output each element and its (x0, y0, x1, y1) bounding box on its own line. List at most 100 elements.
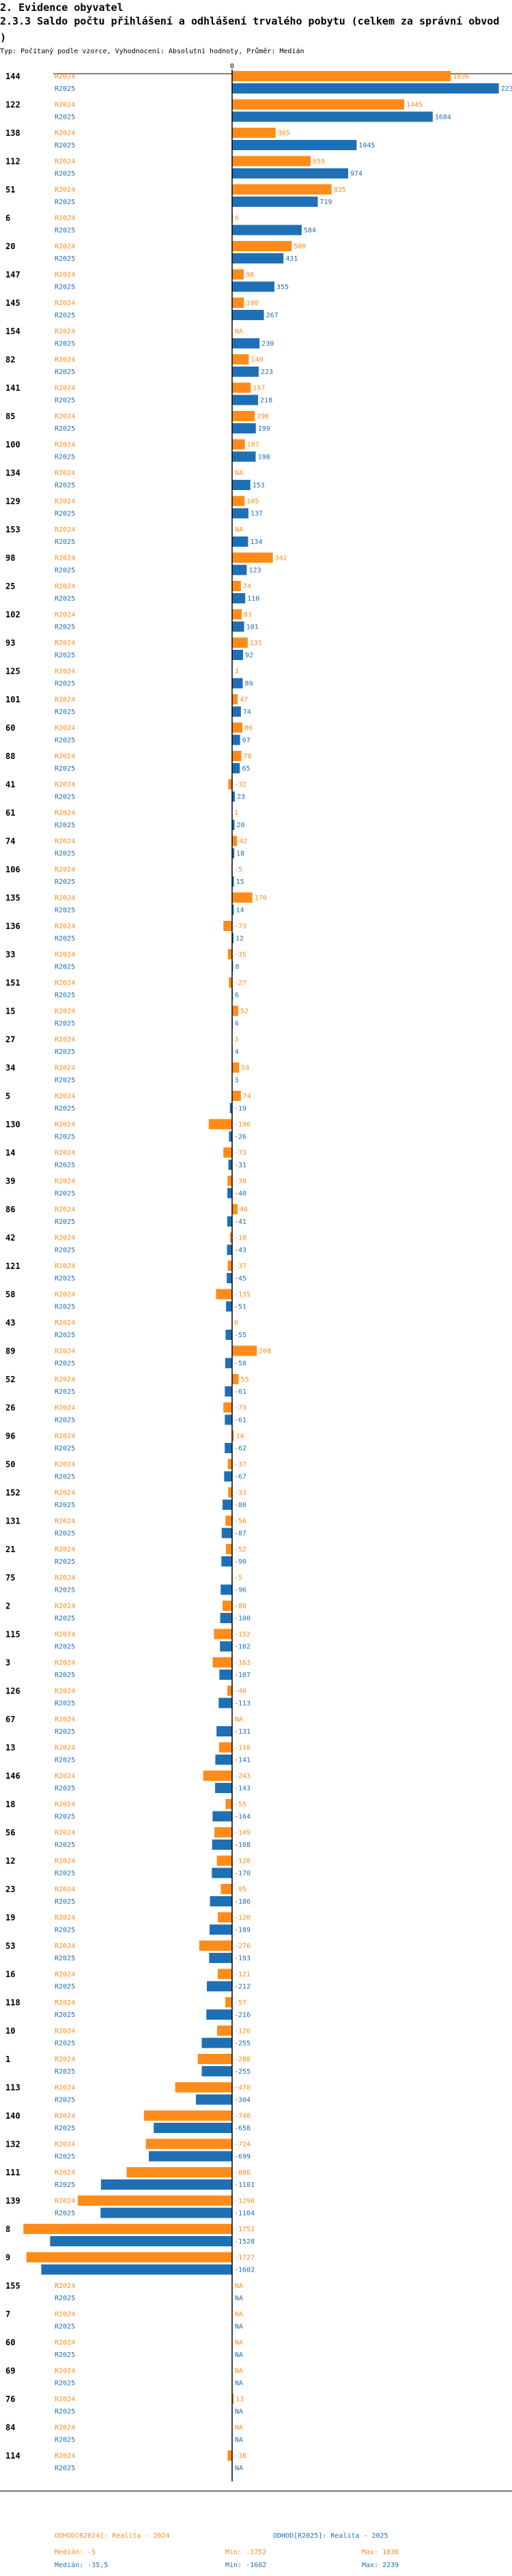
series-row-label: R2024 (55, 1235, 75, 1242)
series-row-label: R2024 (55, 1631, 75, 1639)
bar-r2024 (223, 1402, 232, 1413)
data-label: -255 (234, 2040, 251, 2048)
category-label: 141 (5, 384, 20, 393)
bar-r2025 (232, 820, 235, 830)
na-label: NA (235, 2408, 243, 2416)
category-label: 27 (5, 1035, 15, 1044)
bar-r2024 (232, 298, 244, 308)
category-label: 41 (5, 780, 15, 790)
series-row-label: R2024 (55, 1943, 75, 1950)
data-label: -45 (234, 1275, 246, 1283)
data-label: -113 (234, 1700, 251, 1708)
data-label: -52 (234, 1546, 246, 1554)
bar-r2025 (232, 83, 499, 94)
category-label: 14 (5, 1148, 15, 1158)
series-row-label: R2024 (55, 73, 75, 81)
data-label: -193 (234, 1955, 251, 1962)
series-row-label: R2024 (55, 385, 75, 392)
series-row-label: R2024 (55, 158, 75, 166)
data-label: 719 (319, 199, 332, 206)
na-label: NA (235, 2295, 243, 2302)
bar-r2025 (232, 876, 234, 887)
series-row-label: R2024 (55, 753, 75, 760)
series-row-label: R2024 (55, 1291, 75, 1299)
data-label: -186 (234, 1898, 251, 1906)
category-label: 12 (5, 1857, 15, 1866)
category-label: 84 (5, 2423, 15, 2433)
category-label: 7 (5, 2310, 10, 2319)
data-label: -126 (234, 2028, 251, 2035)
bar-r2025 (232, 508, 248, 519)
series-row-label: R2024 (55, 1489, 75, 1497)
series-row-label: R2025 (55, 2323, 75, 2331)
category-label: 19 (5, 1913, 15, 1923)
series-row-label: R2025 (55, 539, 75, 546)
series-row-label: R2024 (55, 498, 75, 506)
series-row-label: R2024 (55, 130, 75, 137)
bar-r2025 (232, 734, 240, 745)
data-label: 74 (243, 1093, 251, 1100)
data-label: -699 (234, 2153, 251, 2161)
category-label: 53 (5, 1941, 15, 1951)
series-row-label: R2025 (55, 425, 75, 433)
data-label: 12 (236, 935, 244, 943)
data-label: 170 (255, 895, 267, 902)
bar-r2025 (229, 1103, 232, 1113)
bar-r2025 (220, 1641, 232, 1652)
data-label: 342 (275, 555, 287, 562)
bar-r2024 (227, 1175, 232, 1186)
data-label: 86 (244, 725, 253, 732)
series-row-label: R2024 (55, 1348, 75, 1356)
bar-r2024 (217, 1969, 232, 1979)
data-label: -276 (234, 1943, 251, 1950)
category-label: 93 (5, 638, 15, 648)
bar-r2024 (232, 552, 273, 563)
category-label: 25 (5, 582, 15, 591)
data-label: -120 (234, 1915, 251, 1922)
series-row-label: R2024 (55, 782, 75, 789)
series-row-label: R2024 (55, 1971, 75, 1979)
data-label: -27 (234, 979, 246, 987)
bar-r2024 (232, 2394, 234, 2404)
bar-r2025 (229, 1131, 232, 1142)
category-label: 74 (5, 837, 15, 846)
bar-r2024 (126, 2167, 232, 2177)
data-label: 98 (246, 272, 254, 279)
category-label: 6 (5, 214, 10, 223)
bar-r2025 (154, 2123, 232, 2133)
series-row-label: R2025 (55, 794, 75, 801)
series-row-label: R2024 (55, 102, 75, 109)
data-label: 89 (245, 681, 253, 688)
bar-r2024 (77, 2195, 233, 2206)
bar-r2025 (232, 225, 302, 235)
series-row-label: R2025 (55, 964, 75, 971)
category-label: 13 (5, 1743, 15, 1753)
bar-r2025 (232, 678, 243, 689)
category-label: 52 (5, 1375, 15, 1384)
data-label: -73 (234, 1405, 246, 1412)
data-label: 100 (246, 300, 258, 307)
data-label: 52 (240, 1008, 248, 1016)
data-label: -55 (234, 1332, 246, 1339)
data-label: -143 (234, 1785, 251, 1792)
bar-r2025 (232, 310, 264, 320)
bar-r2024 (228, 1487, 232, 1498)
category-label: 89 (5, 1347, 15, 1356)
bar-r2025 (232, 593, 246, 603)
na-label: NA (235, 2282, 243, 2290)
bar-r2025 (206, 2009, 232, 2020)
data-label: 431 (285, 255, 298, 263)
series-row-label: R2024 (55, 1603, 75, 1610)
series-row-label: R2025 (55, 1587, 75, 1594)
series-row-label: R2024 (55, 1801, 75, 1809)
series-row-label: R2025 (55, 681, 75, 688)
data-label: -478 (234, 2085, 251, 2092)
category-label: 50 (5, 1460, 15, 1470)
category-label: 140 (5, 2111, 20, 2121)
bar-r2025 (232, 197, 318, 207)
bar-r2024 (218, 1742, 232, 1753)
series-row-label: R2025 (55, 1700, 75, 1708)
bar-r2025 (225, 1330, 232, 1340)
data-label: 6 (235, 992, 239, 999)
bar-r2024 (232, 128, 276, 138)
